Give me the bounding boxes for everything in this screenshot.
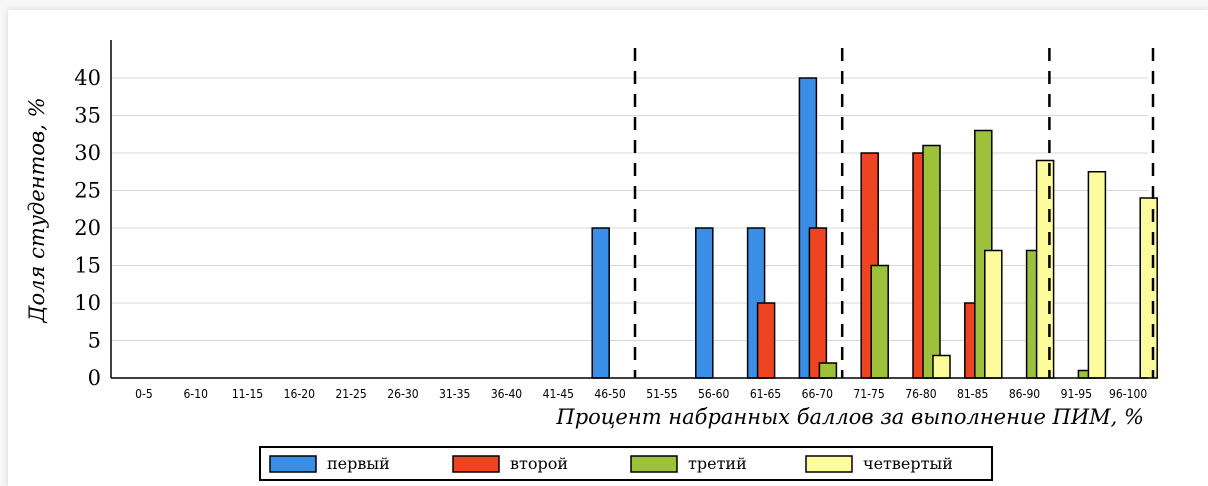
bar — [922, 144, 941, 379]
chart: 0 5 10 15 20 25 30 35 40 0-5 6-10 11-15 16-20 21-25 2… — [25, 40, 1158, 481]
bar — [808, 227, 828, 379]
x-tick-label: 86-90 — [1009, 387, 1040, 401]
x-tick-label: 91-95 — [1061, 387, 1092, 401]
legend-swatch — [452, 455, 500, 473]
x-tick-labels: 0-5 6-10 11-15 16-20 21-25 26-30 31-35 36-40 41-… — [135, 387, 1147, 401]
bar — [591, 227, 610, 379]
x-tick-label: 41-45 — [543, 387, 574, 401]
y-tick-label: 40 — [74, 66, 101, 90]
y-tick-label: 5 — [88, 329, 101, 353]
x-tick-label: 36-40 — [491, 387, 522, 401]
x-tick-label: 81-85 — [957, 387, 988, 401]
x-tick-label: 66-70 — [802, 387, 833, 401]
x-tick-label: 46-50 — [594, 387, 625, 401]
y-tick-label: 35 — [74, 104, 101, 128]
bar — [1139, 197, 1158, 379]
x-tick-label: 76-80 — [905, 387, 936, 401]
y-tick-label: 30 — [74, 141, 101, 165]
x-tick-label: 51-55 — [646, 387, 677, 401]
bar — [818, 362, 838, 379]
x-tick-label: 96-100 — [1109, 387, 1147, 401]
legend-swatch — [805, 455, 853, 473]
dashed-dividers — [633, 48, 1155, 378]
legend: первый второй третий четвертый — [259, 446, 993, 481]
bar — [870, 264, 889, 379]
legend-label: первый — [327, 454, 390, 473]
legend-label: третий — [688, 454, 747, 473]
legend-label: второй — [510, 454, 568, 473]
x-tick-label: 71-75 — [853, 387, 884, 401]
x-tick-label: 6-10 — [183, 387, 208, 401]
bar — [1087, 171, 1107, 379]
chart-panel: 0 5 10 15 20 25 30 35 40 0-5 6-10 11-15 16-20 21-25 2… — [8, 10, 1208, 486]
bar — [1035, 159, 1055, 379]
legend-box — [259, 446, 993, 481]
grid-lines — [111, 77, 1148, 341]
x-tick-label: 21-25 — [335, 387, 366, 401]
y-tick-label: 15 — [74, 254, 101, 278]
bar — [932, 354, 951, 379]
legend-swatch — [630, 455, 678, 473]
x-tick-label: 26-30 — [387, 387, 418, 401]
bar — [756, 302, 776, 379]
axes — [110, 40, 1148, 379]
legend-label: четвертый — [863, 454, 953, 473]
x-tick-label: 31-35 — [439, 387, 470, 401]
bar — [984, 249, 1003, 379]
x-tick-label: 16-20 — [284, 387, 315, 401]
y-tick-label: 20 — [74, 216, 101, 240]
x-tick-label: 11-15 — [232, 387, 263, 401]
y-tick-labels: 0 5 10 15 20 25 30 35 40 — [74, 66, 101, 390]
bar — [695, 227, 714, 379]
y-tick-label: 25 — [74, 179, 101, 203]
y-tick-label: 10 — [74, 291, 101, 315]
x-tick-label: 61-65 — [750, 387, 781, 401]
x-axis-label: Процент набранных баллов за выполнение П… — [555, 405, 1144, 429]
x-tick-label: 0-5 — [135, 387, 153, 401]
legend-swatch — [269, 455, 317, 473]
y-axis-label: Доля студентов, % — [25, 97, 49, 323]
y-tick-label: 0 — [88, 366, 101, 390]
x-tick-label: 56-60 — [698, 387, 729, 401]
